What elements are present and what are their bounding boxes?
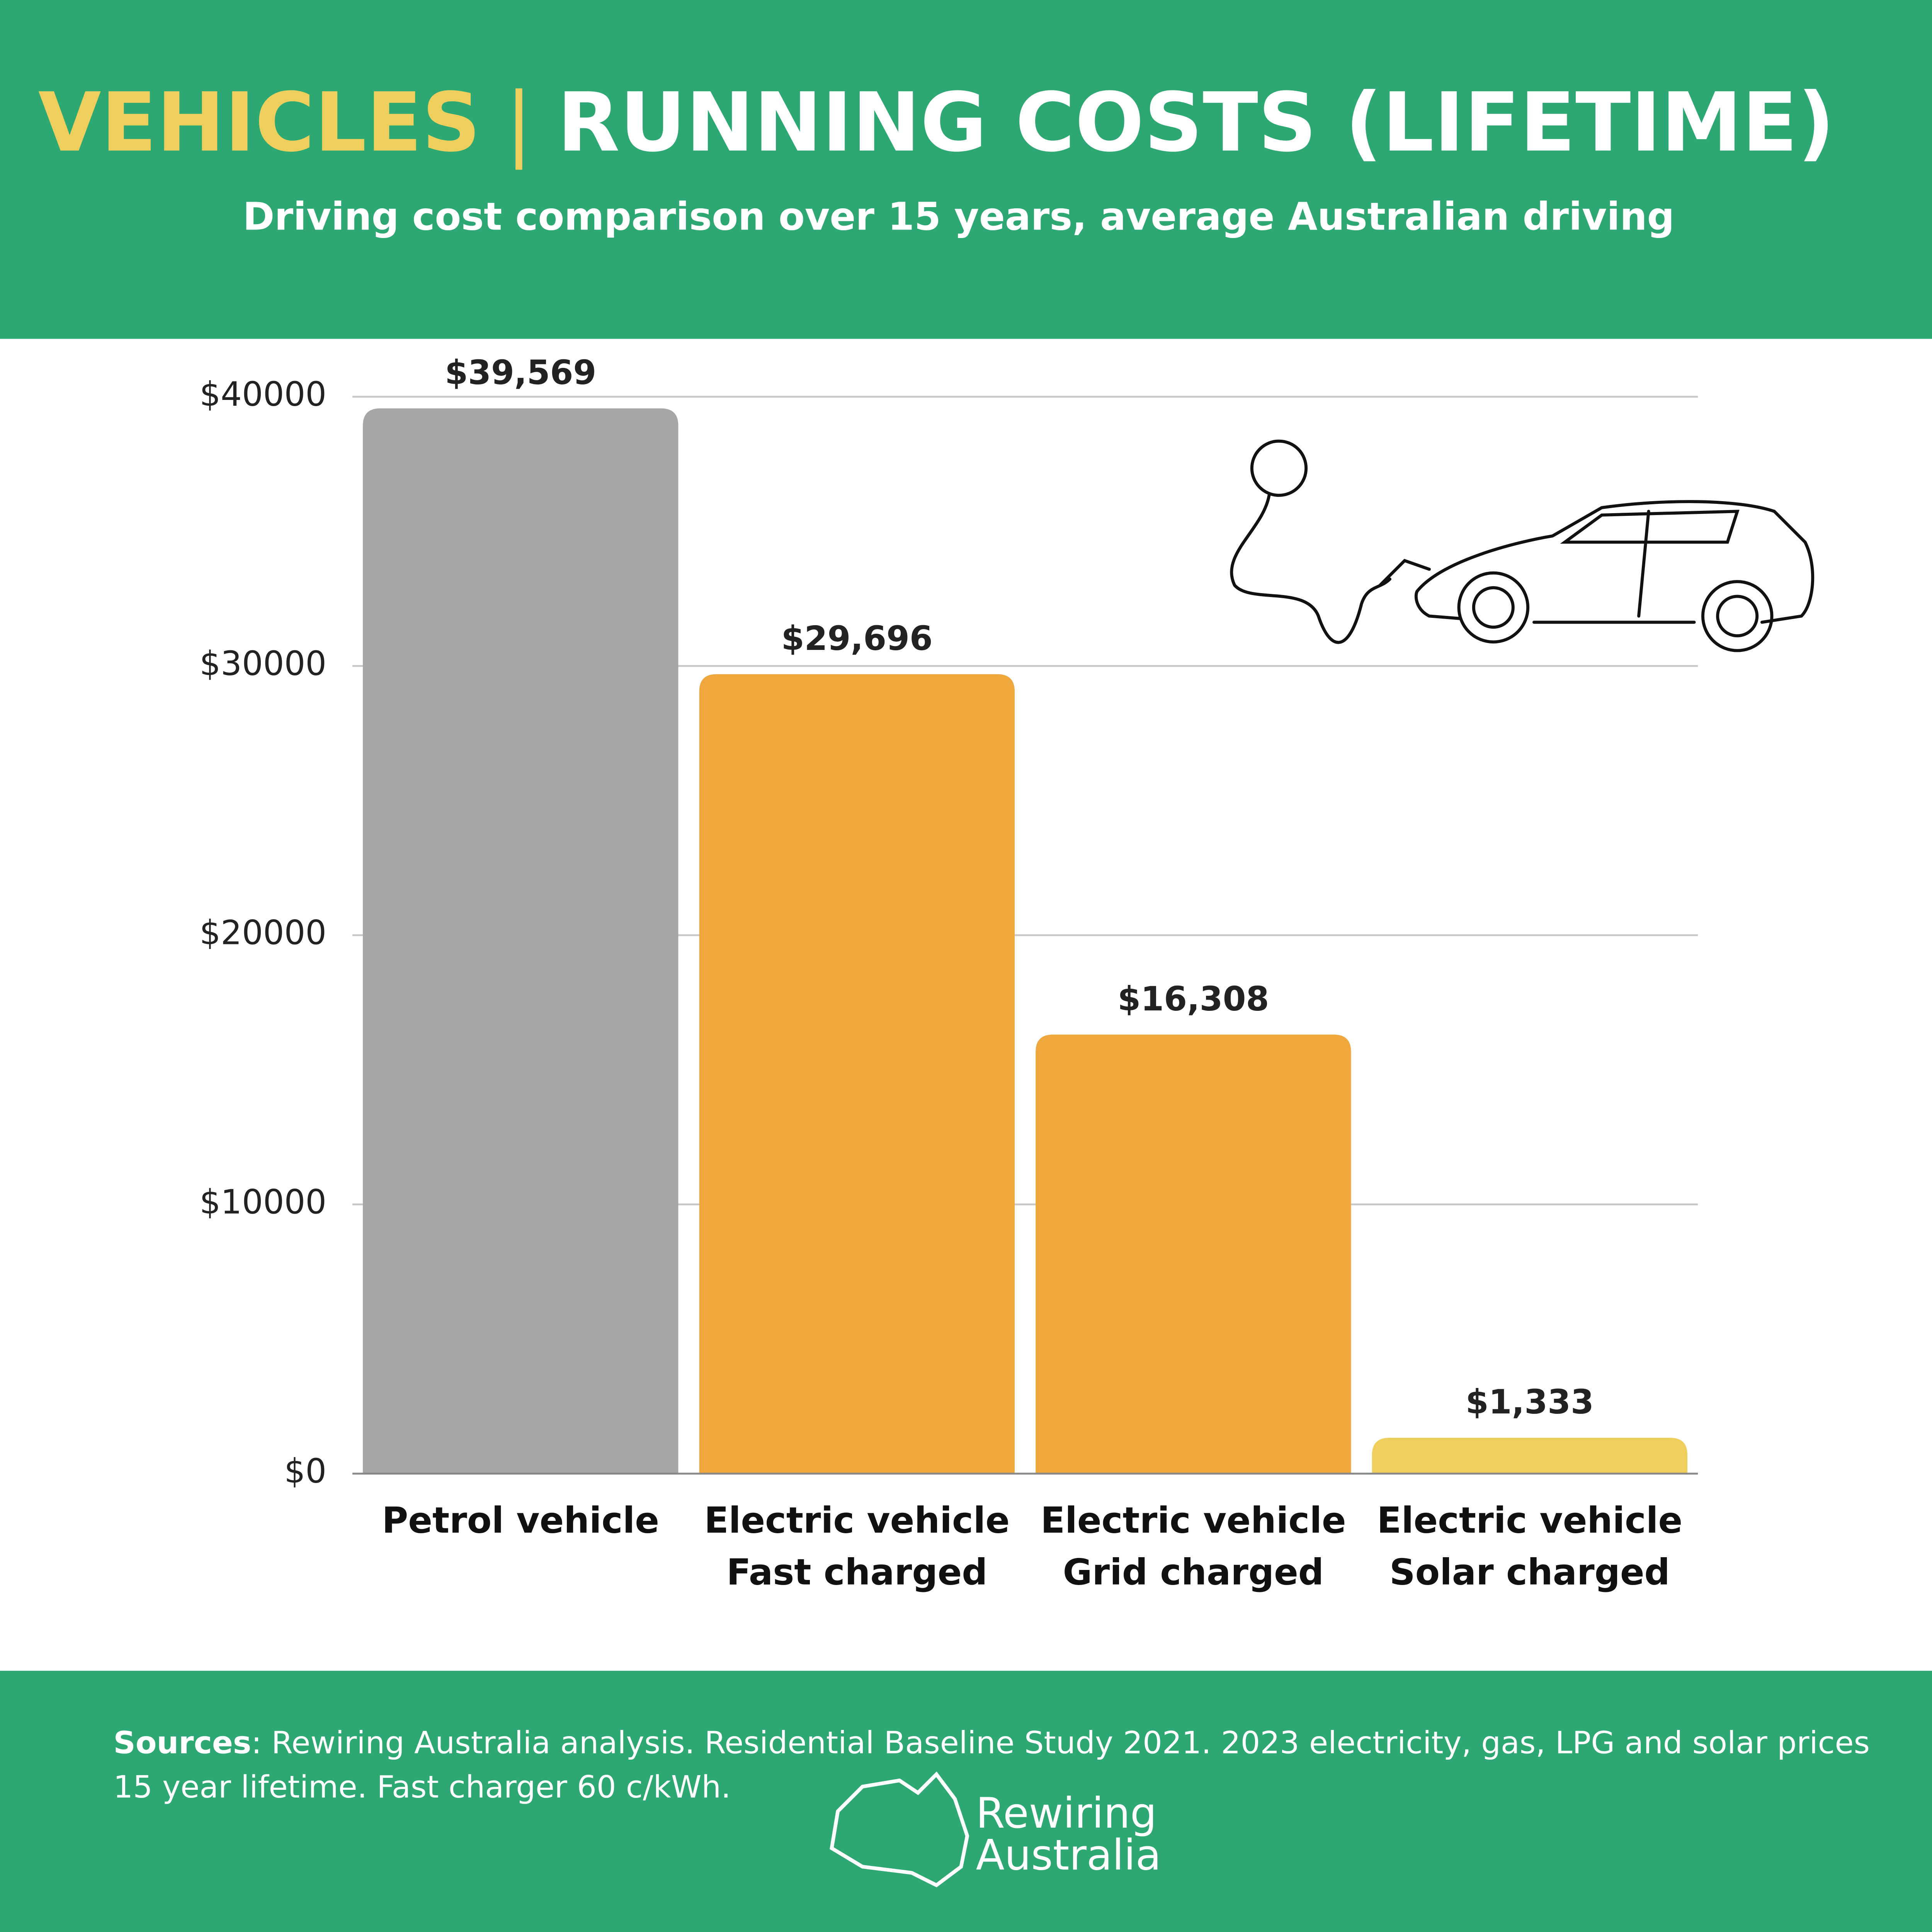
x-tick-label: Petrol vehicle [382, 1500, 659, 1541]
x-tick-label: Electric vehicle [1377, 1500, 1683, 1541]
value-label: $16,308 [1117, 980, 1269, 1019]
sources: Sources: Rewiring Australia analysis. Re… [113, 1725, 1870, 1760]
car-illustration [1230, 439, 1815, 652]
plot: $0 $10000 $20000 $30000 $40000 $39,569 Petrol … [199, 354, 1698, 1593]
logo-map [830, 1771, 969, 1888]
footer-band [0, 1670, 1932, 1932]
y-tick-label: $20000 [199, 914, 327, 952]
bar [1036, 1034, 1351, 1474]
bar [1372, 1437, 1688, 1474]
bar [363, 408, 679, 1474]
value-label: $39,569 [445, 354, 596, 392]
sources-line: 15 year lifetime. Fast charger 60 c/kWh. [113, 1769, 731, 1805]
y-tick-label: $30000 [199, 645, 327, 683]
title-separator: | [505, 75, 532, 170]
title-highlight: VEHICLES [38, 75, 481, 170]
bar [699, 674, 1015, 1474]
x-tick-label: Electric vehicle [1041, 1500, 1346, 1541]
x-tick-label: Electric vehicle [704, 1500, 1010, 1541]
logo-text: Australia [976, 1830, 1162, 1879]
title-main: RUNNING COSTS (LIFETIME) [557, 75, 1835, 170]
sources-text: : Rewiring Australia analysis. Residenti… [251, 1725, 1870, 1760]
value-label: $1,333 [1466, 1383, 1594, 1422]
y-tick-label: $40000 [199, 375, 327, 414]
x-tick-label: Solar charged [1389, 1551, 1670, 1593]
y-tick-label: $0 [284, 1452, 327, 1491]
y-tick-label: $10000 [199, 1183, 327, 1221]
logo-text: Rewiring [976, 1789, 1157, 1838]
chart-title: VEHICLES | RUNNING COSTS (LIFETIME) [38, 75, 1835, 170]
x-tick-label: Grid charged [1063, 1551, 1324, 1593]
x-tick-label: Fast charged [726, 1551, 987, 1593]
header-band [0, 0, 1932, 339]
sources-label: Sources [113, 1725, 251, 1760]
chart-subtitle: Driving cost comparison over 15 years, a… [243, 194, 1674, 239]
value-label: $29,696 [781, 619, 933, 658]
